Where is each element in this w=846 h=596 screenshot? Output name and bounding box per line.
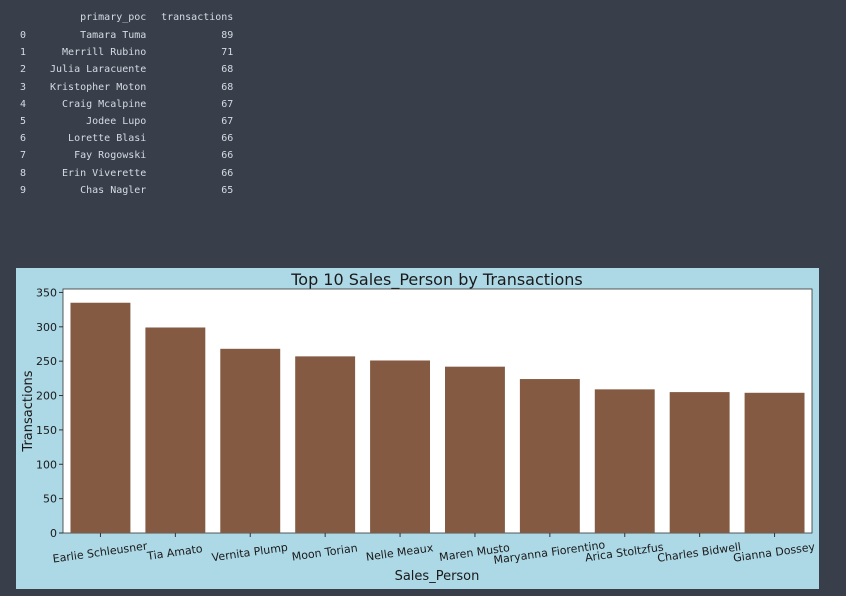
table-row: 0 Tamara Tuma 89 (0, 27, 233, 44)
row-index: 5 (20, 116, 27, 128)
table-row: 9 Chas Nagler 65 (0, 182, 233, 199)
x-axis-label: Sales_Person (395, 569, 480, 584)
y-tick-label: 50 (43, 493, 57, 506)
cell-transactions: 65 (221, 184, 234, 196)
cell-transactions: 66 (221, 167, 234, 179)
chart-figure: Top 10 Sales_Person by Transactions 0 50 1… (16, 268, 819, 589)
cell-transactions: 66 (221, 150, 234, 162)
table-row: 6 Lorette Blasi 66 (0, 130, 233, 147)
row-index: 8 (20, 167, 27, 179)
bar (744, 392, 805, 533)
bar (70, 302, 131, 533)
y-tick-label: 200 (36, 390, 57, 403)
table-row: 7 Fay Rogowski 66 (0, 147, 233, 164)
cell-primary-poc: Fay Rogowski (74, 150, 147, 162)
y-tick-label: 250 (36, 355, 57, 368)
cell-primary-poc: Craig Mcalpine (62, 98, 147, 110)
row-index: 2 (20, 64, 27, 76)
bar (145, 327, 206, 533)
row-index: 7 (20, 150, 27, 162)
table-row: 4 Craig Mcalpine 67 (0, 96, 233, 113)
table-row: 2 Julia Laracuente 68 (0, 61, 233, 78)
y-axis: 0 50 100 150 200 250 300 350 (36, 286, 63, 540)
table-row: 8 Erin Viverette 66 (0, 165, 233, 182)
x-tick-label: Charles Bidwell (656, 540, 741, 565)
y-tick-label: 0 (50, 527, 57, 540)
cell-transactions: 89 (221, 30, 234, 41)
x-tick-label: Vernita Plump (211, 541, 289, 565)
cell-primary-poc: Chas Nagler (80, 184, 147, 196)
bar (220, 348, 281, 533)
cell-primary-poc: Jodee Lupo (86, 116, 147, 128)
y-axis-label: Transactions (21, 370, 36, 452)
table-row: 5 Jodee Lupo 67 (0, 113, 233, 130)
cell-primary-poc: Merrill Rubino (62, 47, 147, 59)
y-tick-label: 100 (36, 458, 57, 471)
dataframe-output: primary_poc transactions 0 Tamara Tuma 89 1… (0, 0, 233, 199)
cell-transactions: 67 (221, 116, 234, 128)
cell-primary-poc: Julia Laracuente (50, 64, 147, 76)
bar (444, 366, 505, 533)
row-index: 0 (20, 30, 27, 41)
index-header (0, 9, 50, 27)
cell-primary-poc: Lorette Blasi (68, 133, 147, 145)
cell-transactions: 68 (221, 81, 234, 93)
bar (370, 360, 431, 533)
y-tick-label: 300 (36, 321, 57, 334)
column-header-primary-poc: primary_poc (80, 12, 147, 24)
cell-primary-poc: Tamara Tuma (80, 30, 147, 41)
bar (669, 392, 730, 533)
row-index: 6 (20, 133, 27, 145)
bar (519, 379, 580, 533)
dataframe-header-row: primary_poc transactions (0, 9, 233, 27)
bar (594, 389, 655, 533)
cell-transactions: 66 (221, 133, 234, 145)
row-index: 3 (20, 81, 27, 93)
row-index: 1 (20, 47, 27, 59)
table-row: 3 Kristopher Moton 68 (0, 79, 233, 96)
y-tick-label: 350 (36, 286, 57, 299)
table-row: 1 Merrill Rubino 71 (0, 44, 233, 61)
dataframe-body: 0 Tamara Tuma 89 1 Merrill Rubino 71 2 Julia La… (0, 27, 233, 199)
x-tick-label: Moon Torian (291, 541, 358, 563)
row-index: 9 (20, 184, 27, 196)
cell-transactions: 68 (221, 64, 234, 76)
dataframe-table: primary_poc transactions 0 Tamara Tuma 89 1… (0, 9, 233, 199)
cell-transactions: 71 (221, 47, 234, 59)
bars-group (70, 302, 805, 533)
y-tick-label: 150 (36, 424, 57, 437)
cell-transactions: 67 (221, 98, 234, 110)
row-index: 4 (20, 98, 27, 110)
x-tick-label: Tia Amato (145, 542, 203, 563)
cell-primary-poc: Erin Viverette (62, 167, 147, 179)
bar-chart: Top 10 Sales_Person by Transactions 0 50 1… (21, 270, 816, 584)
chart-title: Top 10 Sales_Person by Transactions (290, 270, 583, 290)
x-tick-label: Nelle Meaux (365, 541, 434, 563)
bar (295, 356, 356, 533)
cell-primary-poc: Kristopher Moton (50, 81, 147, 93)
column-header-transactions: transactions (161, 12, 234, 24)
x-tick-label: Earlie Schleusner (52, 539, 149, 565)
x-tick-label: Gianna Dossey (732, 540, 816, 564)
